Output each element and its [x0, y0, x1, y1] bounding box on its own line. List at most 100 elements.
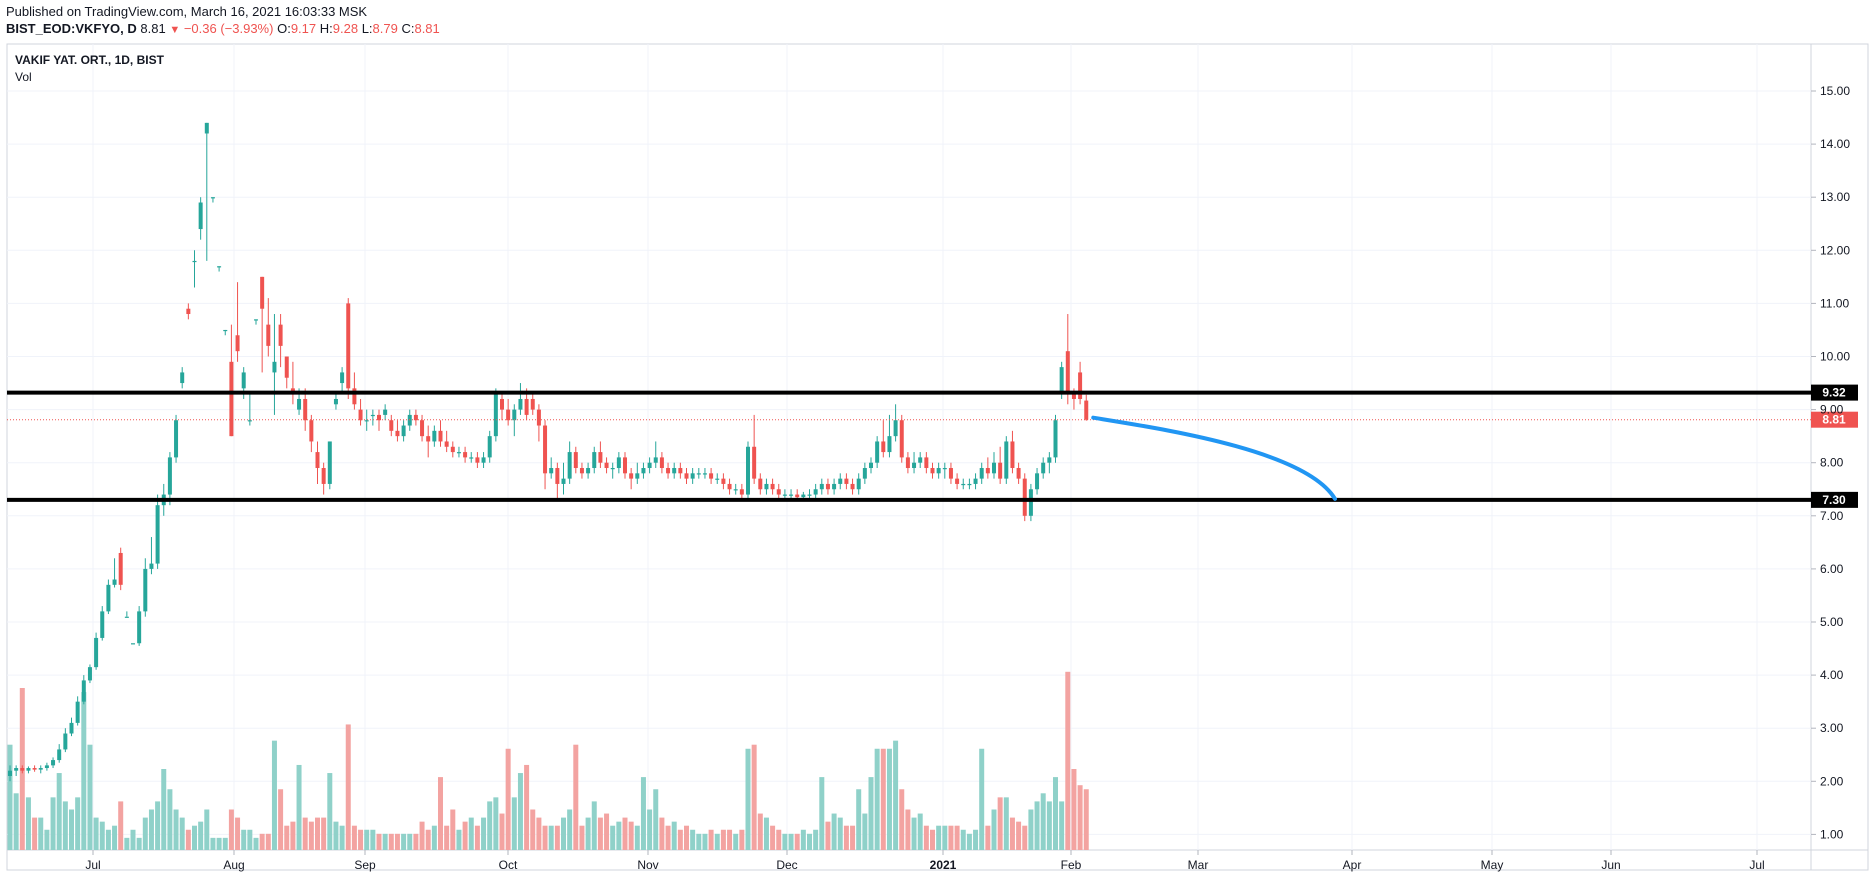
volume-bar: [456, 829, 462, 850]
volume-bar: [788, 833, 794, 850]
volume-bar: [511, 797, 517, 850]
candle-body: [420, 420, 425, 437]
volume-bar: [856, 789, 862, 850]
volume-bar: [1016, 821, 1022, 850]
candle-body: [32, 768, 37, 770]
x-tick-label: Nov: [637, 858, 658, 872]
volume-bar: [204, 809, 210, 850]
candle-body: [241, 372, 246, 389]
volume-bar: [530, 809, 536, 850]
candle-body: [475, 457, 480, 463]
volume-bar: [87, 744, 93, 850]
candle-body: [862, 468, 867, 479]
volume-bar: [50, 797, 56, 850]
volume-bar: [1059, 801, 1065, 850]
candle-body: [973, 478, 978, 484]
volume-bar: [548, 825, 554, 850]
low-label: L:: [361, 21, 373, 36]
volume-bar: [198, 821, 204, 850]
x-tick-label: Jun: [1601, 858, 1620, 872]
candle-body: [1071, 393, 1076, 399]
volume-bar: [954, 825, 960, 850]
candle-body: [69, 722, 74, 734]
volume-bar: [1034, 801, 1040, 850]
volume-bar: [923, 825, 929, 850]
volume-bar: [671, 821, 677, 850]
volume-bar: [905, 809, 911, 850]
candle-body: [801, 494, 806, 498]
volume-bar: [364, 829, 370, 850]
volume-bar: [585, 817, 591, 850]
volume-bar: [930, 829, 935, 850]
candle-body: [561, 478, 566, 484]
volume-bar: [702, 833, 708, 850]
candle-body: [210, 197, 215, 199]
volume-bar: [640, 777, 646, 850]
volume-bar: [739, 829, 745, 850]
candle-body: [887, 436, 892, 453]
volume-bar: [481, 817, 487, 850]
close-value: 8.81: [414, 21, 440, 36]
volume-bar: [468, 817, 474, 850]
candle-body: [696, 473, 701, 475]
volume-bar: [499, 813, 505, 850]
candle-body: [948, 468, 953, 479]
volume-bar: [493, 797, 499, 850]
candle-body: [1010, 441, 1015, 469]
candle-body: [143, 568, 148, 612]
y-tick-label: 5.00: [1820, 615, 1844, 629]
candle-body: [377, 414, 381, 421]
volume-bar: [290, 821, 296, 850]
volume-bar: [886, 748, 892, 850]
y-tick-label: 2.00: [1820, 774, 1844, 788]
volume-bar: [382, 833, 388, 850]
volume-bar: [210, 837, 216, 850]
volume-bar: [444, 825, 450, 850]
candle-body: [1028, 489, 1033, 516]
volume-bar: [948, 825, 954, 850]
candle-body: [14, 768, 19, 771]
candle-body: [1059, 367, 1064, 394]
volume-bar: [622, 817, 628, 850]
candle-body: [395, 430, 400, 437]
volume-bar: [850, 825, 856, 850]
volume-bar: [837, 817, 843, 850]
y-tick-label: 14.00: [1820, 137, 1850, 151]
volume-bar: [727, 829, 733, 850]
volume-bar: [1077, 785, 1083, 850]
candle-body: [413, 414, 418, 421]
volume-bar: [554, 825, 560, 850]
candle-body: [223, 329, 228, 332]
candle-body: [493, 393, 498, 437]
candle-body: [204, 122, 209, 134]
candle-body: [789, 494, 794, 496]
candle-body: [87, 667, 92, 681]
volume-bar: [487, 801, 493, 850]
volume-bar: [474, 825, 480, 850]
low-value: 8.79: [372, 21, 398, 36]
candle-body: [358, 409, 363, 421]
volume-bar: [1053, 777, 1058, 850]
candle-body: [247, 420, 252, 422]
last-price: 8.81: [140, 21, 166, 36]
candle-body: [81, 680, 86, 702]
candle-body: [38, 768, 43, 770]
candle-body: [985, 468, 990, 474]
candle-body: [1022, 478, 1027, 516]
candle-body: [702, 473, 707, 475]
volume-bar: [112, 825, 118, 850]
volume-bar: [899, 789, 905, 850]
candle-body: [678, 468, 683, 474]
candle-body: [758, 478, 763, 490]
x-tick-label: Jul: [1749, 858, 1764, 872]
candle-body: [955, 478, 960, 484]
volume-bar: [407, 833, 413, 850]
close-label: C:: [401, 21, 415, 36]
volume-bar: [315, 817, 320, 850]
volume-bar: [1022, 825, 1028, 850]
candle-body: [832, 483, 837, 490]
volume-bar: [370, 829, 376, 850]
candle-body: [666, 468, 671, 474]
volume-bar: [936, 825, 942, 850]
